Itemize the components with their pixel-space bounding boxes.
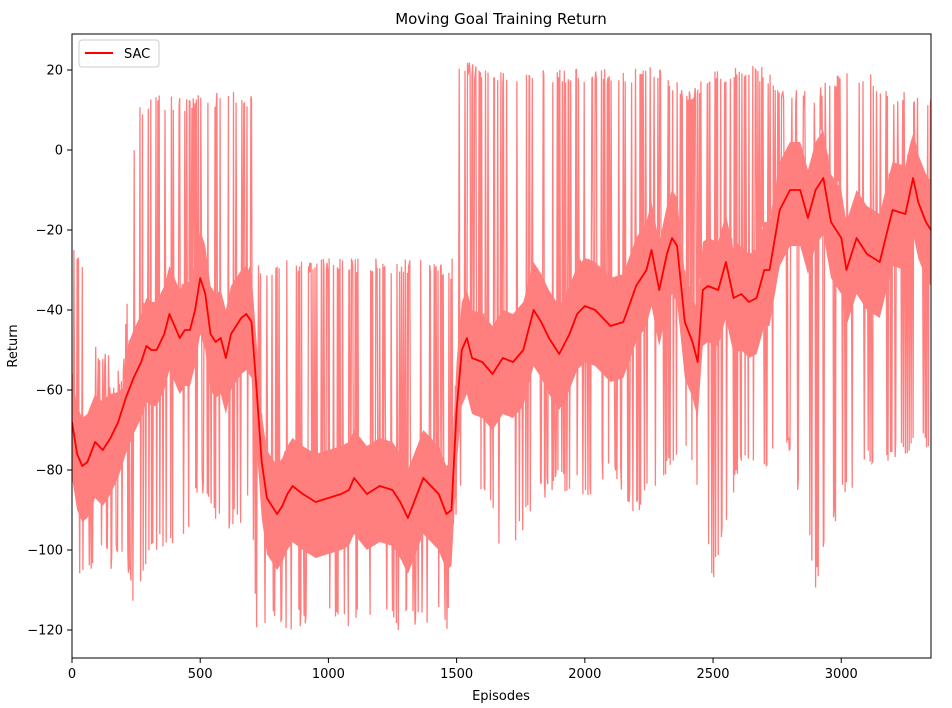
plot-frame (71, 33, 932, 659)
y-tick-label: −40 (36, 304, 63, 319)
x-tick-label: 1000 (312, 667, 345, 682)
x-axis-title: Episodes (472, 689, 530, 704)
axes (71, 33, 932, 659)
x-tick-label: 2000 (568, 667, 601, 682)
series-line-sac (72, 177, 931, 519)
x-tick-label: 500 (188, 667, 213, 682)
x-tick-label: 2500 (696, 667, 729, 682)
chart-title: Moving Goal Training Return (395, 10, 607, 28)
y-tick-label: −60 (36, 384, 63, 399)
legend: SAC (78, 39, 160, 68)
y-tick-label: −100 (27, 544, 63, 559)
ticks: 0 500 1000 1500 2000 2500 3000 −120 −100 −80 −60 −4… (27, 64, 858, 683)
x-tick-label: 0 (68, 667, 76, 682)
y-tick-label: 20 (46, 64, 63, 79)
y-tick-label: −120 (27, 624, 63, 639)
legend-box (78, 39, 160, 68)
x-tick-label: 3000 (825, 667, 858, 682)
legend-label-sac: SAC (124, 47, 150, 62)
y-tick-label: −80 (36, 464, 63, 479)
y-axis-title: Return (6, 324, 21, 367)
y-tick-label: 0 (55, 144, 63, 159)
x-tick-label: 1500 (440, 667, 473, 682)
y-tick-label: −20 (36, 224, 63, 239)
raw-return-line (72, 62, 931, 631)
series-line-layer (72, 177, 931, 519)
raw-return-spikes (72, 62, 931, 631)
